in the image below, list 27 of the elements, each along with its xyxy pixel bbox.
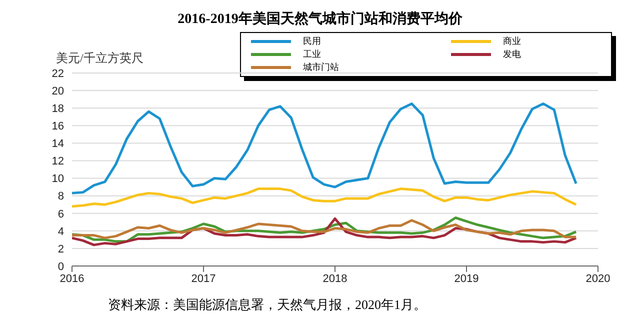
legend-label: 城市门站: [303, 61, 339, 74]
y-tick-label: 6: [58, 208, 64, 220]
chart-title: 2016-2019年美国天然气城市门站和消费平均价: [176, 10, 464, 28]
y-tick-label: 22: [52, 68, 64, 80]
y-tick-label: 16: [52, 120, 64, 133]
legend-label: 民用: [303, 35, 321, 48]
x-tick-label: 2018: [322, 272, 348, 285]
legend-label: 工业: [303, 48, 321, 61]
y-tick-label: 8: [58, 190, 64, 203]
y-tick-label: 0: [58, 260, 64, 273]
legend-label: 商业: [503, 35, 521, 48]
x-tick-label: 2020: [586, 272, 610, 285]
y-tick-label: 10: [52, 173, 64, 186]
y-tick-label: 4: [58, 226, 64, 238]
y-tick-label: 14: [52, 138, 64, 150]
x-tick-label: 2016: [60, 272, 84, 285]
y-tick-label: 18: [52, 102, 64, 115]
y-tick-label: 2: [58, 243, 64, 256]
line-series: [72, 102, 578, 194]
x-tick-label: 2017: [191, 272, 216, 285]
y-tick-label: 20: [52, 85, 64, 98]
x-tick-label: 2019: [454, 272, 479, 285]
legend-label: 发电: [503, 48, 521, 61]
y-axis-title: 美元/千立方英尺: [56, 50, 144, 67]
text: 资料来源：美国能源信息署，天然气月报，2020年1月。: [108, 296, 426, 314]
line-series: [72, 188, 578, 208]
y-tick-label: 12: [52, 156, 64, 168]
